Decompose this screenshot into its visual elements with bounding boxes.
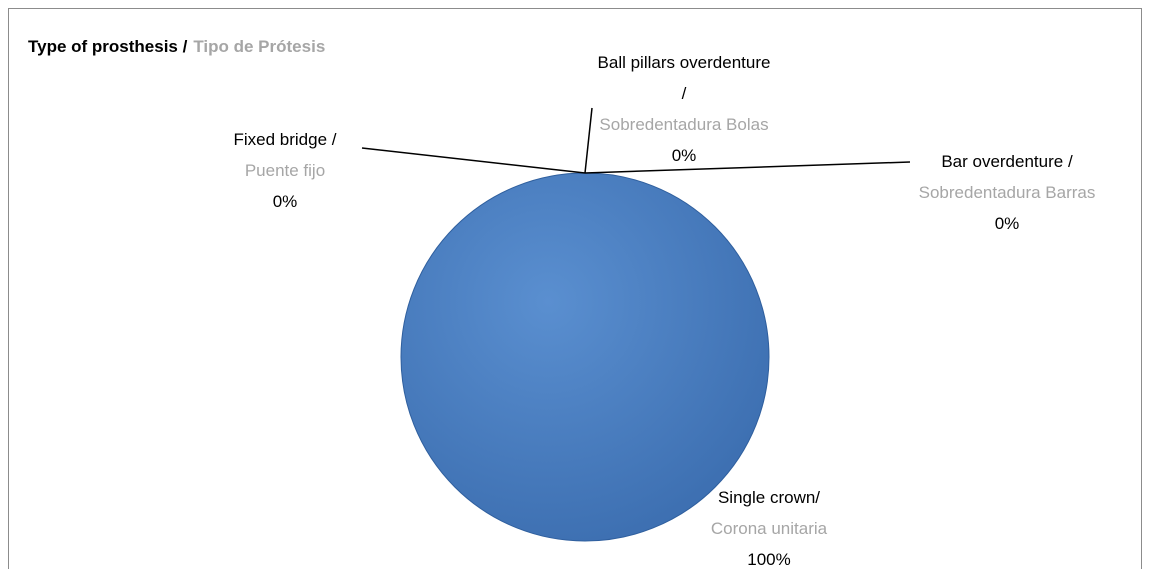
leader-line bbox=[584, 107, 593, 174]
label-line: Fixed bridge / bbox=[234, 130, 337, 149]
category-label-es: Sobredentadura Bolas bbox=[599, 115, 768, 134]
chart-title: Type of prosthesis / Tipo de Prótesis bbox=[28, 37, 325, 56]
value-label: 100% bbox=[747, 550, 790, 569]
label-line: Bar overdenture / bbox=[941, 152, 1073, 171]
category-label: Ball pillars overdenture / bbox=[598, 53, 771, 103]
category-label-es: Puente fijo bbox=[245, 161, 325, 180]
leader-line bbox=[584, 161, 911, 174]
category-label: Bar overdenture / bbox=[941, 152, 1073, 171]
label-line: Sobredentadura Barras bbox=[919, 183, 1096, 202]
chart-frame bbox=[8, 8, 1142, 569]
category-label-es: Sobredentadura Barras bbox=[919, 183, 1096, 202]
title-en: Type of prosthesis / bbox=[28, 37, 188, 56]
label-line: / bbox=[682, 84, 687, 103]
leader-line bbox=[361, 147, 586, 174]
label-line: Corona unitaria bbox=[711, 519, 828, 538]
value-label: 0% bbox=[273, 192, 298, 211]
category-label: Single crown/ bbox=[718, 488, 820, 507]
label-line: Ball pillars overdenture bbox=[598, 53, 771, 72]
label-line: Puente fijo bbox=[245, 161, 325, 180]
value-label: 0% bbox=[672, 146, 697, 165]
category-label: Fixed bridge / bbox=[234, 130, 337, 149]
title-es: Tipo de Prótesis bbox=[193, 37, 325, 56]
pie-slice bbox=[400, 172, 770, 542]
category-label-es: Corona unitaria bbox=[711, 519, 828, 538]
label-line: Sobredentadura Bolas bbox=[599, 115, 768, 134]
value-label: 0% bbox=[995, 214, 1020, 233]
label-line: Single crown/ bbox=[718, 488, 820, 507]
